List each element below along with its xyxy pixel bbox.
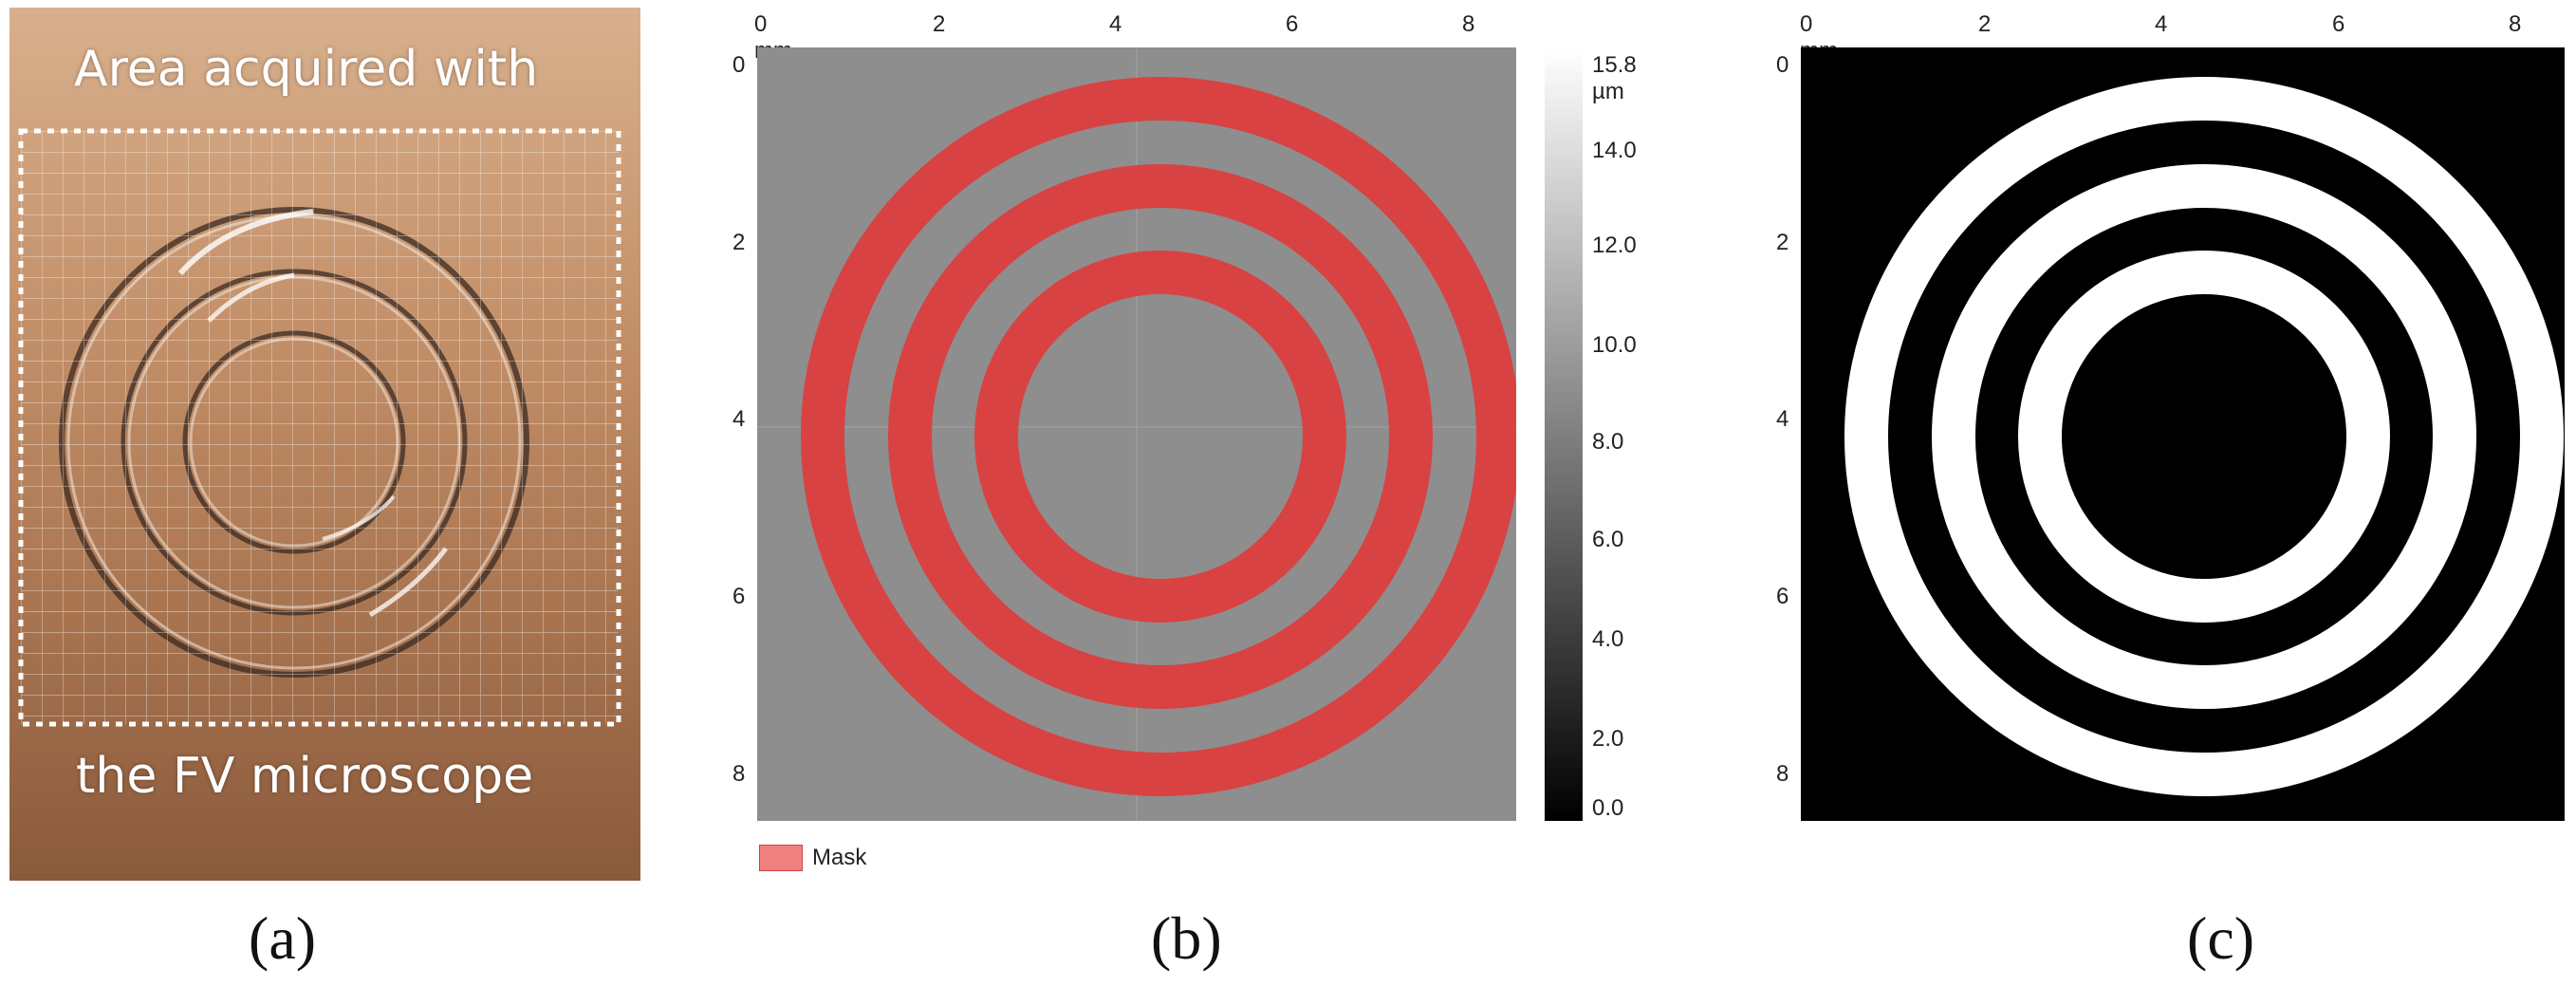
y-tick-label: 6 (732, 584, 746, 609)
binary-mask (1801, 47, 2565, 821)
colorbar-tick: 15.8 µm (1592, 52, 1637, 104)
colorbar (1545, 47, 1583, 821)
colorbar-tick: 10.0 (1592, 332, 1637, 358)
sample-photo (9, 8, 640, 881)
caption-c: (c) (2187, 904, 2255, 972)
mask-ring-inner (974, 251, 1346, 623)
y-tick-label: 2 (1776, 230, 1789, 255)
caption-a: (a) (249, 904, 317, 972)
caption-b: (b) (1151, 904, 1222, 972)
panel-a: Area acquired with the FV microscope (9, 8, 640, 881)
y-tick-label: 0 (1776, 52, 1789, 78)
mask-ring-outer (801, 77, 1516, 796)
mask-rings (801, 77, 1516, 796)
mask-legend-swatch (759, 845, 803, 871)
colorbar-tick: 2.0 (1592, 726, 1624, 752)
x-tick-label: 4 (2155, 11, 2168, 37)
y-tick-label: 4 (732, 406, 746, 432)
colorbar-tick: 0.0 (1592, 795, 1624, 821)
x-tick-label: 4 (1109, 11, 1122, 37)
y-tick-label: 6 (1776, 584, 1789, 609)
mask-legend-label: Mask (812, 845, 867, 870)
colorbar-tick: 8.0 (1592, 429, 1624, 455)
binary-ring-inner (2018, 251, 2390, 623)
area-label-top: Area acquired with (74, 41, 539, 98)
y-tick-label: 0 (732, 52, 746, 78)
x-tick-label: 8 (2509, 11, 2522, 37)
height-map (757, 47, 1516, 821)
x-tick-label: 6 (2332, 11, 2345, 37)
y-tick-label: 2 (732, 230, 746, 255)
colorbar-tick: 6.0 (1592, 527, 1624, 552)
x-tick-label: 2 (1978, 11, 1992, 37)
binary-ring-middle (1932, 164, 2476, 709)
x-tick-label: 8 (1462, 11, 1475, 37)
x-tick-label: 2 (933, 11, 946, 37)
binary-ring-outer (1844, 77, 2564, 796)
colorbar-tick: 14.0 (1592, 138, 1637, 163)
x-tick-label: 6 (1286, 11, 1299, 37)
y-tick-label: 8 (1776, 761, 1789, 787)
y-tick-label: 8 (732, 761, 746, 787)
area-label-bottom: the FV microscope (76, 748, 534, 805)
colorbar-tick: 12.0 (1592, 233, 1637, 258)
mask-ring-middle (888, 164, 1433, 709)
colorbar-tick: 4.0 (1592, 626, 1624, 652)
y-tick-label: 4 (1776, 406, 1789, 432)
